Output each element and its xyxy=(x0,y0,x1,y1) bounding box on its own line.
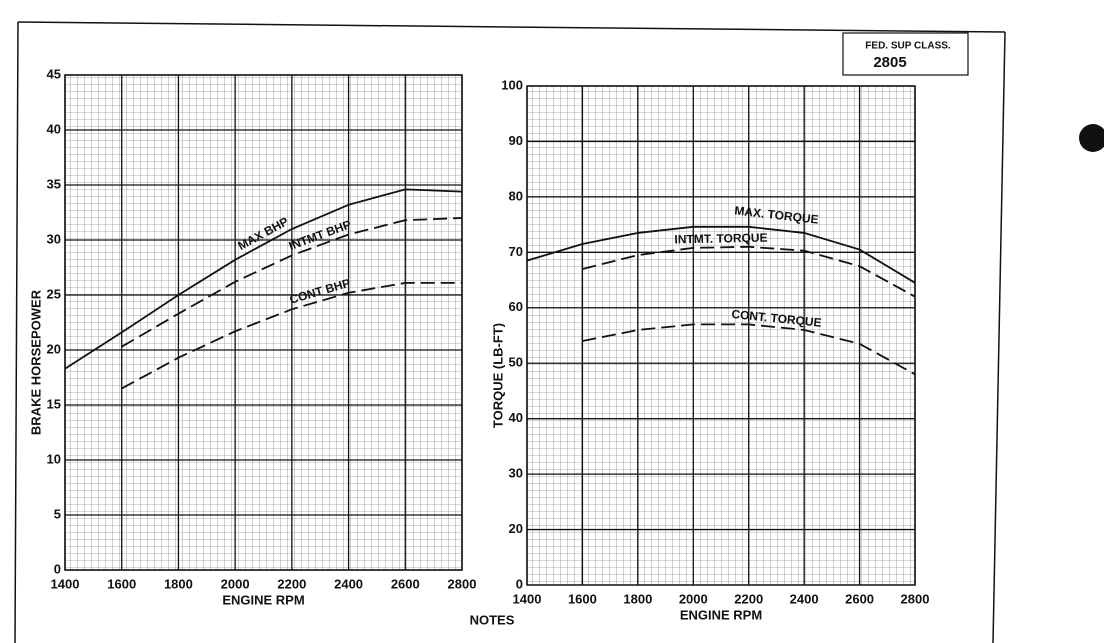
y-tick-label: 20 xyxy=(47,341,61,356)
y-tick-label: 5 xyxy=(54,506,61,521)
punch-hole xyxy=(1079,124,1104,152)
series-line xyxy=(582,323,916,376)
y-tick-label: 60 xyxy=(509,299,523,314)
y-tick-label: 30 xyxy=(509,466,523,481)
y-tick-label: 40 xyxy=(509,410,523,425)
x-tick-label: 1600 xyxy=(107,576,136,591)
class-number: 2805 xyxy=(873,54,906,71)
y-tick-label: 0 xyxy=(54,561,61,576)
x-tick-label: 2600 xyxy=(845,591,874,606)
y-tick-label: 90 xyxy=(509,133,523,148)
y-tick-label: 10 xyxy=(47,451,61,466)
x-tick-label: 1600 xyxy=(568,591,597,606)
graph-paper xyxy=(64,74,463,571)
x-tick-label: 2000 xyxy=(221,576,250,591)
series-line xyxy=(121,282,462,390)
x-axis-label: ENGINE RPM xyxy=(222,592,304,607)
graph-paper xyxy=(526,85,916,586)
x-tick-label: 1800 xyxy=(164,576,193,591)
y-tick-label: 70 xyxy=(509,244,523,259)
x-tick-label: 1800 xyxy=(623,591,652,606)
class-box xyxy=(842,32,969,76)
x-tick-label: 1400 xyxy=(51,576,80,591)
y-tick-label: 100 xyxy=(501,77,523,92)
class-label: FED. SUP CLASS. xyxy=(865,41,951,52)
series-line xyxy=(121,217,463,348)
series-line xyxy=(582,245,916,298)
series-line xyxy=(526,225,916,284)
x-tick-label: 1400 xyxy=(513,591,542,606)
y-tick-label: 30 xyxy=(47,231,61,246)
y-tick-label: 45 xyxy=(47,66,61,81)
x-tick-label: 2600 xyxy=(391,576,420,591)
page-edge xyxy=(17,21,1006,33)
x-axis-label: ENGINE RPM xyxy=(680,607,762,622)
y-tick-label: 15 xyxy=(47,396,61,411)
x-tick-label: 2200 xyxy=(277,576,306,591)
x-tick-label: 2800 xyxy=(901,591,930,606)
y-tick-label: 80 xyxy=(509,188,523,203)
x-tick-label: 2400 xyxy=(334,576,363,591)
x-tick-label: 2400 xyxy=(790,591,819,606)
series-label: INTMT. TORQUE xyxy=(674,231,767,247)
y-axis-label: BRAKE HORSEPOWER xyxy=(28,289,43,435)
x-tick-label: 2200 xyxy=(734,591,763,606)
y-tick-label: 40 xyxy=(47,121,61,136)
y-tick-label: 25 xyxy=(47,286,61,301)
y-tick-label: 0 xyxy=(516,576,523,591)
y-tick-label: 35 xyxy=(47,176,61,191)
notes-heading: NOTES xyxy=(470,612,515,627)
page-edge xyxy=(14,21,19,643)
page-edge xyxy=(992,31,1006,643)
series-line xyxy=(64,188,463,370)
y-tick-label: 50 xyxy=(509,355,523,370)
x-tick-label: 2000 xyxy=(679,591,708,606)
y-axis-label: TORQUE (LB-FT) xyxy=(490,323,505,428)
y-tick-label: 20 xyxy=(509,521,523,536)
x-tick-label: 2800 xyxy=(448,576,477,591)
